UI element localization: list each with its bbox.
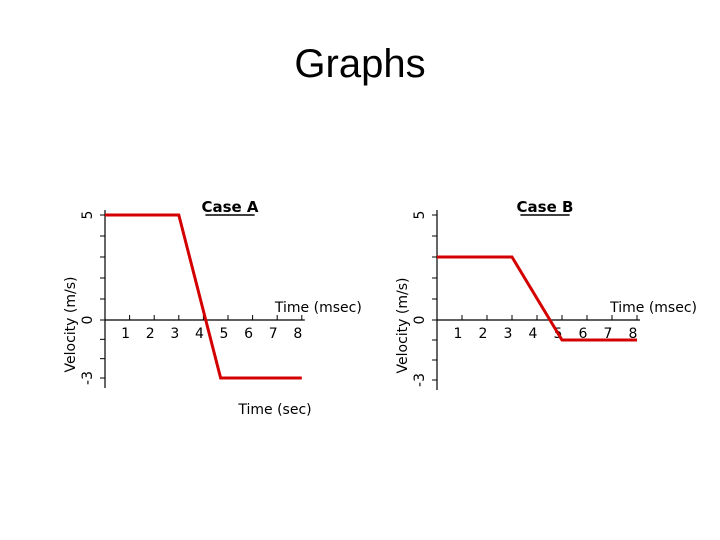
- x-tick-label: 6: [579, 326, 588, 342]
- x-tick-label: 1: [454, 326, 463, 342]
- x-tick-label: 6: [244, 326, 253, 342]
- x-tick-label: 4: [195, 326, 204, 342]
- x-axis-label: Time (msec): [609, 300, 697, 316]
- y-tick-label: 0: [80, 316, 96, 325]
- x-tick-label: 3: [504, 326, 513, 342]
- x-tick-label: 2: [146, 326, 155, 342]
- x-tick-label: 1: [121, 326, 130, 342]
- y-axis-label: Velocity (m/s): [395, 278, 411, 374]
- x-tick-label: 2: [479, 326, 488, 342]
- x-tick-label: 5: [220, 326, 229, 342]
- chart-title: Case B: [517, 198, 574, 216]
- x-tick-label: 7: [604, 326, 613, 342]
- y-tick-label: 5: [80, 211, 96, 220]
- x-tick-label: 3: [170, 326, 179, 342]
- y-tick-label: -3: [412, 373, 428, 387]
- chart-title: Case A: [201, 198, 258, 216]
- y-tick-label: 5: [412, 211, 428, 220]
- series-line: [437, 255, 637, 342]
- x-axis-label: Time (msec): [274, 300, 362, 316]
- y-axis-label: Velocity (m/s): [63, 277, 79, 373]
- y-tick-label: 0: [412, 316, 428, 325]
- y-tick-label: -3: [80, 371, 96, 385]
- slide-title: Graphs: [294, 42, 426, 86]
- x-tick-label: 4: [529, 326, 538, 342]
- series-line: [105, 213, 302, 380]
- chart-annotation: Time (sec): [237, 402, 311, 418]
- x-tick-label: 8: [293, 326, 302, 342]
- x-tick-label: 8: [629, 326, 638, 342]
- x-tick-label: 7: [269, 326, 278, 342]
